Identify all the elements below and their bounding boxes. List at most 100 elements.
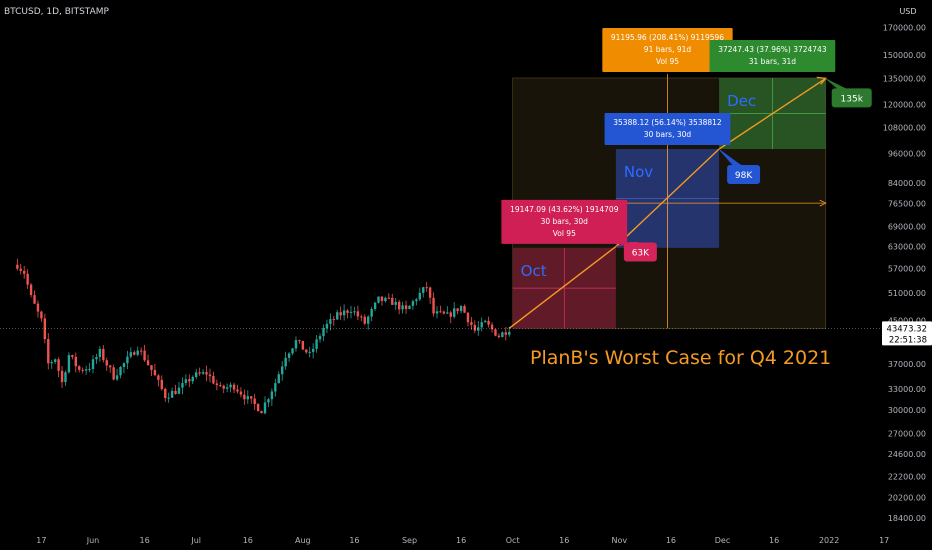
- candle: [184, 374, 188, 386]
- candle: [311, 343, 315, 359]
- y-axis-unit: USD: [899, 7, 916, 16]
- candle: [215, 379, 219, 391]
- candle: [236, 384, 239, 394]
- symbol-label: BTCUSD, 1D, BITSTAMP: [4, 7, 110, 17]
- x-tick-label: Jul: [190, 536, 201, 545]
- candle: [67, 352, 71, 374]
- candle: [270, 388, 274, 406]
- candle: [456, 308, 459, 315]
- candle: [40, 310, 43, 322]
- candle: [122, 362, 126, 374]
- candle: [105, 357, 108, 371]
- candle: [373, 301, 377, 312]
- measure-box-line: 91 bars, 91d: [644, 45, 692, 54]
- candle: [446, 306, 449, 314]
- candle: [463, 304, 466, 314]
- candle: [143, 344, 146, 362]
- candle: [64, 370, 67, 386]
- measure-box-line: Vol 95: [656, 57, 679, 66]
- candle: [411, 299, 415, 310]
- marker-63k: 63K: [615, 242, 657, 262]
- candle: [84, 365, 88, 375]
- candle: [26, 269, 29, 289]
- candle: [397, 299, 401, 315]
- y-tick-label: 20200.00: [888, 493, 926, 502]
- candle: [422, 286, 425, 298]
- candle: [384, 296, 387, 303]
- y-tick-label: 45000.00: [888, 317, 926, 326]
- candle: [153, 364, 157, 376]
- x-tick-label: Jun: [86, 536, 100, 545]
- candle: [98, 346, 102, 362]
- measure-box-line: 30 bars, 30d: [541, 217, 589, 226]
- x-tick-label: 16: [140, 536, 150, 545]
- candle: [425, 282, 428, 292]
- candle: [212, 371, 215, 385]
- candles: [16, 258, 511, 415]
- candle: [370, 306, 373, 322]
- candle: [380, 296, 384, 306]
- candle: [195, 368, 198, 380]
- candle: [404, 300, 408, 314]
- candle: [377, 296, 380, 304]
- marker-135k: 135k: [825, 78, 872, 108]
- candle: [274, 378, 277, 397]
- last-price-badge: [882, 321, 932, 346]
- x-tick-label: 16: [559, 536, 569, 545]
- countdown-label: 22:51:38: [889, 335, 927, 345]
- marker-98k: 98K: [718, 148, 761, 185]
- zone-label-dec: Dec: [727, 92, 756, 110]
- candle: [53, 358, 57, 364]
- candle: [201, 369, 205, 375]
- y-tick-label: 69000.00: [888, 222, 926, 231]
- candle: [346, 308, 349, 319]
- candle: [490, 322, 494, 333]
- candle: [78, 365, 81, 373]
- candle: [225, 383, 229, 393]
- candle: [112, 364, 115, 381]
- candle: [325, 319, 329, 334]
- candle: [119, 366, 122, 379]
- candle: [129, 347, 133, 359]
- candle: [260, 410, 263, 414]
- measure-box: 35388.12 (56.14%) 3538812 30 bars, 30d: [604, 113, 731, 146]
- candle: [356, 305, 360, 321]
- candle: [353, 306, 356, 316]
- x-tick-label: Oct: [506, 536, 520, 545]
- candle: [494, 328, 497, 337]
- measure-box: 19147.09 (43.62%) 1914709 30 bars, 30d Vol…: [501, 199, 628, 244]
- candle: [19, 263, 22, 275]
- y-tick-label: 96000.00: [888, 150, 926, 159]
- candle: [329, 313, 332, 331]
- y-tick-label: 63000.00: [888, 243, 926, 252]
- candle: [205, 365, 208, 382]
- candle: [432, 292, 435, 317]
- candle: [219, 381, 222, 387]
- candle: [88, 363, 91, 373]
- candle: [109, 364, 112, 373]
- candle: [477, 321, 480, 336]
- candle: [33, 290, 36, 304]
- marker-label: 63K: [632, 249, 650, 259]
- x-tick-label: 16: [349, 536, 359, 545]
- candle: [95, 353, 98, 364]
- measure-box: 91195.96 (208.41%) 9119596 91 bars, 91d Vo…: [602, 28, 733, 72]
- candle: [160, 375, 163, 391]
- candle: [342, 304, 346, 321]
- marker-label: 135k: [841, 94, 864, 104]
- x-tick-label: 17: [879, 536, 889, 545]
- candle: [449, 310, 452, 324]
- y-tick-label: 51000.00: [888, 289, 926, 298]
- y-tick-label: 57000.00: [888, 265, 926, 274]
- candle: [47, 333, 50, 370]
- zone-label-oct: Oct: [521, 262, 547, 280]
- y-tick-label: 18400.00: [888, 514, 926, 523]
- measure-box-line: 19147.09 (43.62%) 1914709: [510, 205, 619, 214]
- marker-label: 98K: [735, 171, 753, 181]
- candle: [418, 287, 421, 302]
- candle: [387, 293, 391, 300]
- candle: [322, 324, 325, 341]
- candle: [81, 367, 84, 374]
